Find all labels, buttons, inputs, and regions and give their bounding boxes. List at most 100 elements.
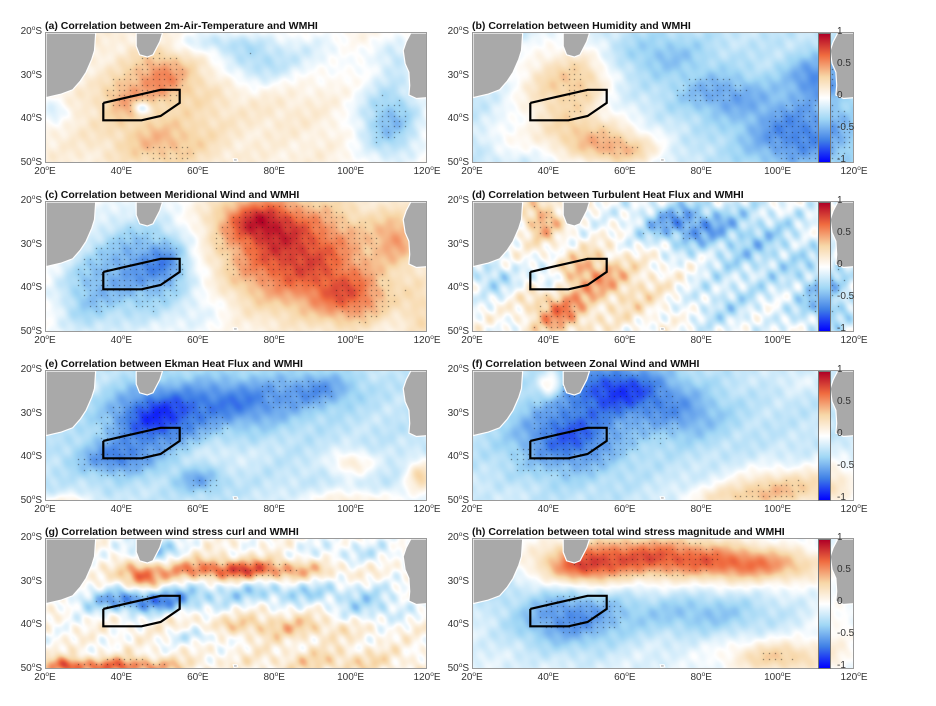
x-tick-label: 20oE: [34, 503, 56, 515]
panel-title: (h) Correlation between total wind stres…: [472, 526, 785, 538]
y-tick-label: 50oS: [20, 494, 42, 506]
panel-title: (d) Correlation between Turbulent Heat F…: [472, 189, 744, 201]
study-region-box: [529, 594, 608, 628]
y-tick-label: 20oS: [447, 194, 469, 206]
colorbar: [818, 33, 831, 163]
y-tick-label: 40oS: [20, 618, 42, 631]
y-tick-label: 40oS: [447, 112, 469, 125]
colorbar-tick-label: -0.5: [837, 291, 855, 302]
map-overlay: [473, 33, 853, 162]
y-tick-label: 50oS: [20, 325, 42, 337]
y-tick-label: 20oS: [447, 25, 469, 37]
colorbar-tick-label: -0.5: [837, 628, 855, 639]
study-region-box: [102, 426, 181, 460]
y-tick-label: 30oS: [20, 237, 42, 250]
x-tick-label: 120oE: [413, 334, 441, 346]
land-australia: [402, 539, 426, 606]
y-tick-label: 20oS: [447, 363, 469, 375]
x-tick-label: 40oE: [110, 334, 133, 346]
correlation-field: [46, 202, 426, 331]
map-overlay: [46, 202, 426, 331]
land-madagascar: [135, 371, 164, 396]
panel-c: (c) Correlation between Meridional Wind …: [0, 189, 460, 369]
x-tick-label: 40oE: [110, 503, 133, 515]
x-tick-label: 20oE: [34, 334, 56, 346]
x-tick-label: 60oE: [187, 334, 209, 346]
y-tick-label: 20oS: [20, 363, 42, 375]
colorbar-tick-label: 0: [837, 259, 843, 270]
colorbar-tick-label: -1: [837, 323, 846, 334]
land-australia: [402, 202, 426, 269]
x-tick-label: 60oE: [187, 503, 209, 515]
x-tick-label: 80oE: [263, 165, 285, 177]
y-tick-label: 40oS: [20, 112, 42, 125]
x-tick-label: 80oE: [690, 165, 712, 177]
map-overlay: [46, 371, 426, 500]
y-tick-label: 20oS: [20, 194, 42, 206]
x-tick-label: 40oE: [110, 165, 133, 177]
x-tick-label: 60oE: [614, 334, 636, 346]
colorbar-tick-label: 0: [837, 90, 843, 101]
x-tick-label: 100oE: [337, 671, 365, 683]
x-tick-label: 20oE: [461, 503, 483, 515]
land-kerguelen: [659, 664, 666, 668]
x-tick-label: 20oE: [461, 334, 483, 346]
y-tick-label: 30oS: [447, 406, 469, 419]
x-tick-label: 60oE: [187, 165, 209, 177]
x-tick-label: 20oE: [34, 165, 56, 177]
panel-g: (g) Correlation between wind stress curl…: [0, 526, 460, 706]
panel-a: (a) Correlation between 2m-Air-Temperatu…: [0, 20, 460, 200]
correlation-map: [472, 370, 854, 501]
land-madagascar: [562, 33, 591, 58]
land-madagascar: [562, 539, 591, 564]
colorbar-tick-label: -0.5: [837, 460, 855, 471]
y-tick-label: 30oS: [447, 237, 469, 250]
study-region-box: [102, 88, 181, 122]
x-tick-label: 100oE: [764, 334, 792, 346]
land-kerguelen: [659, 158, 666, 162]
colorbar-tick-label: 1: [837, 195, 843, 206]
correlation-map: [45, 370, 427, 501]
y-tick-label: 50oS: [20, 662, 42, 674]
x-tick-label: 120oE: [413, 671, 441, 683]
land-australia: [829, 202, 853, 269]
map-overlay: [46, 33, 426, 162]
colorbar-tick-label: -1: [837, 154, 846, 165]
x-tick-label: 40oE: [537, 671, 560, 683]
y-tick-label: 50oS: [20, 156, 42, 168]
land-africa: [473, 539, 524, 605]
x-tick-label: 20oE: [461, 165, 483, 177]
land-africa: [473, 202, 524, 268]
x-tick-label: 120oE: [413, 503, 441, 515]
colorbar-tick-label: 0: [837, 596, 843, 607]
land-kerguelen: [232, 158, 239, 162]
study-region-box: [529, 257, 608, 291]
y-tick-label: 50oS: [447, 325, 469, 337]
x-tick-label: 20oE: [461, 671, 483, 683]
land-australia: [402, 371, 426, 438]
y-tick-label: 40oS: [447, 281, 469, 294]
y-tick-label: 20oS: [20, 25, 42, 37]
land-kerguelen: [232, 664, 239, 668]
land-africa: [473, 371, 524, 437]
panel-d: (d) Correlation between Turbulent Heat F…: [427, 189, 887, 369]
panel-title: (c) Correlation between Meridional Wind …: [45, 189, 300, 201]
correlation-map: [45, 201, 427, 332]
land-australia: [829, 371, 853, 438]
colorbar-tick-label: 1: [837, 26, 843, 37]
colorbar-tick-label: 0.5: [837, 396, 851, 407]
y-tick-label: 20oS: [20, 531, 42, 543]
x-tick-label: 60oE: [187, 671, 209, 683]
y-tick-label: 20oS: [447, 531, 469, 543]
map-overlay: [473, 539, 853, 668]
map-overlay: [473, 371, 853, 500]
y-tick-label: 30oS: [20, 68, 42, 81]
correlation-field: [473, 371, 853, 500]
y-tick-label: 40oS: [447, 450, 469, 463]
map-overlay: [473, 202, 853, 331]
land-africa: [46, 371, 97, 437]
correlation-map: [45, 538, 427, 669]
correlation-map: [472, 32, 854, 163]
colorbar-tick-label: 0.5: [837, 227, 851, 238]
land-africa: [46, 202, 97, 268]
